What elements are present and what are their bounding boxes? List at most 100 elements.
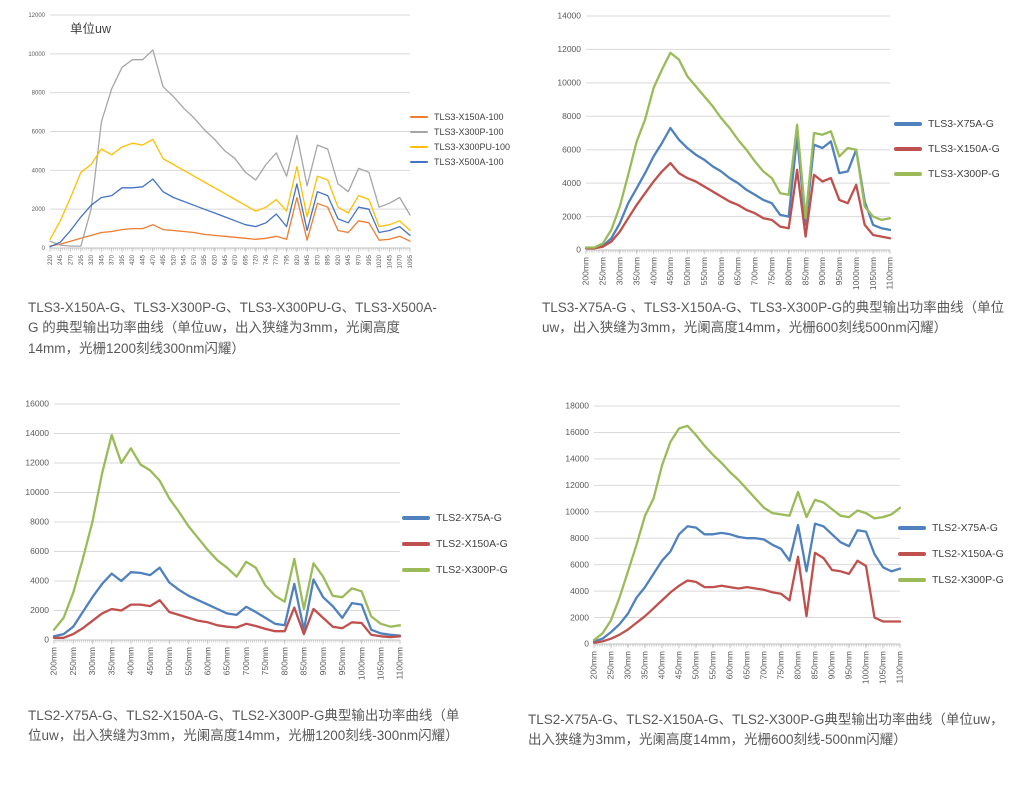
svg-text:1100mm: 1100mm: [895, 651, 905, 683]
svg-text:12000: 12000: [25, 458, 49, 468]
chart-svg: 0 2000 4000 6000 8000 10000 12000 14000 200mm 250…: [557, 11, 895, 290]
svg-text:400mm: 400mm: [657, 651, 667, 679]
svg-text:900mm: 900mm: [318, 647, 328, 675]
legend-label: TLS3-X300PU-100: [434, 142, 511, 152]
svg-text:800mm: 800mm: [279, 647, 289, 675]
legend-line-swatch: [402, 542, 430, 546]
x-axis-labels: 200mm 250mm 300mm 350mm 400mm 450mm 500mm 550mm…: [581, 257, 895, 290]
svg-text:950mm: 950mm: [337, 647, 347, 675]
svg-text:645: 645: [223, 254, 229, 265]
series-lines: [584, 51, 892, 250]
svg-text:14000: 14000: [565, 454, 589, 464]
series-line: [584, 161, 892, 250]
series-line: [49, 49, 411, 247]
x-axis-ticks: [49, 247, 411, 252]
svg-text:250mm: 250mm: [606, 651, 616, 679]
chart-caption-bottom-left: TLS2-X75A-G、TLS2-X150A-G、TLS2-X300P-G典型输…: [28, 708, 460, 744]
series-line: [52, 566, 402, 638]
legend-label: TLS3-X150A-G: [928, 143, 1000, 155]
svg-text:270: 270: [69, 254, 75, 265]
legend-label: TLS2-X75A-G: [932, 522, 998, 534]
svg-text:2000: 2000: [30, 605, 49, 615]
svg-text:8000: 8000: [570, 533, 589, 543]
legend-item: TLS2-X150A-G: [402, 538, 508, 550]
svg-text:10000: 10000: [565, 506, 589, 516]
svg-text:820: 820: [295, 254, 301, 265]
legend-line-swatch: [410, 161, 428, 163]
svg-text:400mm: 400mm: [648, 257, 658, 285]
svg-text:550mm: 550mm: [699, 257, 709, 285]
svg-text:250mm: 250mm: [68, 647, 78, 675]
svg-text:600mm: 600mm: [725, 651, 735, 679]
svg-text:1050mm: 1050mm: [868, 257, 878, 290]
svg-text:850mm: 850mm: [800, 257, 810, 285]
svg-text:12000: 12000: [565, 480, 589, 490]
legend-label: TLS3-X300P-100: [434, 127, 504, 137]
svg-text:220: 220: [48, 254, 54, 265]
svg-text:8000: 8000: [30, 517, 49, 527]
svg-text:1095: 1095: [408, 254, 414, 268]
svg-text:420: 420: [130, 254, 136, 265]
svg-text:750mm: 750mm: [260, 647, 270, 675]
svg-text:320: 320: [89, 254, 95, 265]
svg-text:1045: 1045: [387, 254, 393, 268]
svg-text:545: 545: [182, 254, 188, 265]
series-lines: [592, 424, 902, 644]
chart-svg: 0 2000 4000 6000 8000 10000 12000 220 245 270 295 3…: [28, 13, 414, 268]
svg-text:620: 620: [213, 254, 219, 265]
svg-text:700mm: 700mm: [750, 257, 760, 285]
svg-text:0: 0: [584, 639, 589, 649]
svg-text:8000: 8000: [562, 111, 581, 121]
svg-text:300mm: 300mm: [615, 257, 625, 285]
svg-text:950mm: 950mm: [834, 257, 844, 285]
svg-text:12000: 12000: [28, 13, 45, 19]
svg-text:600mm: 600mm: [716, 257, 726, 285]
svg-text:770: 770: [274, 254, 280, 265]
chart-caption-top-right: TLS3-X75A-G 、TLS3-X150A-G、TLS3-X300P-G的典…: [542, 300, 1005, 336]
svg-text:750mm: 750mm: [767, 257, 777, 285]
svg-text:450mm: 450mm: [674, 651, 684, 679]
legend-line-swatch: [402, 568, 430, 572]
svg-text:850mm: 850mm: [810, 651, 820, 679]
svg-text:945: 945: [346, 254, 352, 265]
x-axis-labels: 200mm 250mm 300mm 350mm 400mm 450mm 500mm 550mm…: [49, 647, 405, 680]
svg-text:1020: 1020: [377, 254, 383, 268]
svg-text:900mm: 900mm: [817, 257, 827, 285]
svg-text:700mm: 700mm: [759, 651, 769, 679]
svg-text:16000: 16000: [25, 399, 49, 409]
svg-text:6000: 6000: [30, 546, 49, 556]
series-lines: [49, 49, 411, 248]
chart-svg: 0 2000 4000 6000 8000 10000 12000 14000 16000 180…: [565, 401, 905, 684]
svg-text:495: 495: [161, 254, 167, 265]
legend-item: TLS2-X300P-G: [402, 564, 508, 576]
svg-text:370: 370: [110, 254, 116, 265]
legend-bottom-right: TLS2-X75A-G TLS2-X150A-G TLS2-X300P-G: [898, 522, 1004, 586]
svg-text:395: 395: [120, 254, 126, 265]
series-line: [592, 424, 902, 642]
chart-panel-top-right: 0 2000 4000 6000 8000 10000 12000 14000 200mm 250…: [540, 6, 1026, 302]
legend-label: TLS2-X300P-G: [436, 564, 508, 576]
svg-text:350mm: 350mm: [640, 651, 650, 679]
legend-line-swatch: [894, 172, 922, 176]
svg-text:400mm: 400mm: [126, 647, 136, 675]
svg-text:1000mm: 1000mm: [851, 257, 861, 290]
y-axis-labels: 0 2000 4000 6000 8000 10000 12000 14000 16000 180…: [565, 401, 589, 649]
svg-text:250mm: 250mm: [598, 257, 608, 285]
svg-text:745: 745: [264, 254, 270, 265]
svg-text:500mm: 500mm: [164, 647, 174, 675]
legend-top-right: TLS3-X75A-G TLS3-X150A-G TLS3-X300P-G: [894, 118, 1000, 180]
svg-text:1070: 1070: [398, 254, 404, 268]
x-axis-ticks: [585, 249, 891, 254]
legend-line-swatch: [898, 552, 926, 556]
svg-text:650mm: 650mm: [733, 257, 743, 285]
svg-text:6000: 6000: [32, 129, 46, 135]
svg-text:1100mm: 1100mm: [395, 647, 405, 679]
svg-text:445: 445: [141, 254, 147, 265]
svg-text:14000: 14000: [25, 428, 49, 438]
legend-label: TLS2-X150A-G: [932, 548, 1004, 560]
svg-text:10000: 10000: [28, 52, 45, 58]
svg-text:795: 795: [285, 254, 291, 265]
legend-top-left: TLS3-X150A-100 TLS3-X300P-100 TLS3-X300PU-…: [410, 112, 510, 167]
x-axis-ticks: [53, 639, 401, 644]
legend-item: TLS3-X300PU-100: [410, 142, 510, 152]
